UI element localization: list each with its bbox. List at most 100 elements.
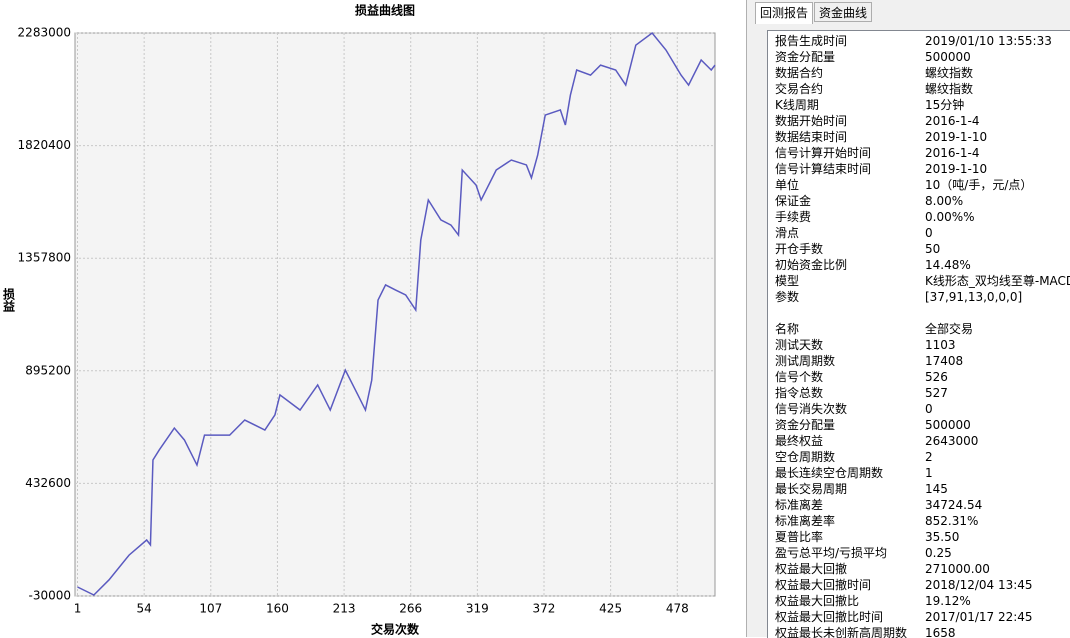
report-value: 1 [925, 466, 933, 480]
report-row: 权益最大回撤比 19.12% [775, 593, 1070, 609]
report-value: 0 [925, 402, 933, 416]
report-value: 34724.54 [925, 498, 983, 512]
report-value: 15分钟 [925, 98, 965, 112]
report-row: 权益最长未创新高周期数 1658 [775, 625, 1070, 638]
report-label: 滑点 [775, 226, 800, 240]
report-label: 数据结束时间 [775, 130, 848, 144]
x-tick-label: 54 [137, 602, 152, 616]
report-row: 名称 全部交易 [775, 321, 1070, 337]
report-label: 信号计算结束时间 [775, 162, 872, 176]
report-value: 500000 [925, 50, 971, 64]
report-label: 报告生成时间 [775, 34, 848, 48]
report-value: 527 [925, 386, 948, 400]
report-row: 信号消失次数 0 [775, 401, 1070, 417]
report-value: 10（吨/手，元/点） [925, 178, 1033, 192]
report-label: 资金分配量 [775, 50, 836, 64]
report-value: 2 [925, 450, 933, 464]
report-label: 初始资金比例 [775, 258, 848, 272]
report-label: 标准离差率 [775, 514, 836, 528]
x-tick-label: 213 [333, 602, 356, 616]
report-label: 指令总数 [775, 386, 824, 400]
report-value: 14.48% [925, 258, 971, 272]
report-list: 报告生成时间 2019/01/10 13:55:33 资金分配量 500000 数据合约… [767, 30, 1070, 638]
report-label: 权益最大回撤 [775, 562, 848, 576]
report-label: 名称 [775, 322, 800, 336]
report-row: 滑点 0 [775, 225, 1070, 241]
report-label: 手续费 [775, 210, 812, 224]
x-tick-label: 425 [599, 602, 622, 616]
report-label: 最终权益 [775, 434, 824, 448]
report-row: 夏普比率 35.50 [775, 529, 1070, 545]
report-value: 145 [925, 482, 948, 496]
report-value: 271000.00 [925, 562, 990, 576]
report-label: 信号个数 [775, 370, 824, 384]
report-label: 权益最大回撤比时间 [775, 610, 884, 624]
report-value: 50 [925, 242, 941, 256]
report-label: K线周期 [775, 98, 819, 112]
report-value: 8.00% [925, 194, 964, 208]
report-label: 模型 [775, 274, 800, 288]
report-value: 2016-1-4 [925, 114, 980, 128]
report-label: 权益最大回撤时间 [775, 578, 872, 592]
report-row: 参数 [37,91,13,0,0,0] [775, 289, 1070, 305]
report-value: K线形态_双均线至尊-MACD [925, 274, 1070, 288]
report-label: 测试周期数 [775, 354, 836, 368]
report-row: 最长交易周期 145 [775, 481, 1070, 497]
report-value: 2643000 [925, 434, 979, 448]
report-row: 最长连续空仓周期数 1 [775, 465, 1070, 481]
report-row: 开仓手数 50 [775, 241, 1070, 257]
y-tick-label: 895200 [25, 363, 71, 377]
report-row: 空仓周期数 2 [775, 449, 1070, 465]
report-value: 0.25 [925, 546, 952, 560]
y-tick-label: 432600 [25, 476, 71, 490]
x-tick-label: 1 [74, 602, 82, 616]
report-label: 标准离差 [775, 498, 824, 512]
tab[interactable]: 资金曲线 [814, 2, 873, 22]
report-label: 开仓手数 [775, 242, 824, 256]
report-row: 测试天数 1103 [775, 337, 1070, 353]
report-row: 保证金 8.00% [775, 193, 1070, 209]
x-tick-label: 319 [466, 602, 489, 616]
x-tick-label: 107 [199, 602, 222, 616]
report-row: 手续费 0.00%% [775, 209, 1070, 225]
x-tick-label: 372 [533, 602, 556, 616]
report-label: 最长连续空仓周期数 [775, 466, 884, 480]
report-row: K线周期 15分钟 [775, 97, 1070, 113]
report-row: 标准离差率 852.31% [775, 513, 1070, 529]
plot-area [74, 32, 716, 597]
report-label: 信号消失次数 [775, 402, 848, 416]
report-row: 报告生成时间 2019/01/10 13:55:33 [775, 33, 1070, 49]
report-value: 19.12% [925, 594, 971, 608]
report-value: [37,91,13,0,0,0] [925, 290, 1023, 304]
report-row: 初始资金比例 14.48% [775, 257, 1070, 273]
chart: 损益曲线图 交易次数 损益 -30000 432600 895200 1357800 1… [2, 3, 716, 637]
report-value: 2016-1-4 [925, 146, 980, 160]
report-label: 最长交易周期 [775, 482, 848, 496]
report-value: 2019-1-10 [925, 162, 988, 176]
report-value: 2019/01/10 13:55:33 [925, 34, 1052, 48]
y-tick-label: 2283000 [18, 26, 71, 40]
report-label: 交易合约 [775, 82, 824, 96]
report-row: 资金分配量 500000 [775, 49, 1070, 65]
report-row: 权益最大回撤比时间 2017/01/17 22:45 [775, 609, 1070, 625]
report-row: 交易合约 螺纹指数 [775, 81, 1070, 97]
report-row: 单位 10（吨/手，元/点） [775, 177, 1070, 193]
report-value: 852.31% [925, 514, 979, 528]
report-row: 模型 K线形态_双均线至尊-MACD [775, 273, 1070, 289]
report-value: 0 [925, 226, 933, 240]
report-label: 数据开始时间 [775, 114, 848, 128]
report-value: 全部交易 [925, 322, 974, 336]
report-value: 500000 [925, 418, 971, 432]
report-label: 权益最长未创新高周期数 [775, 626, 908, 638]
report-row: 标准离差 34724.54 [775, 497, 1070, 513]
y-tick-label: -30000 [28, 589, 71, 603]
report-value: 螺纹指数 [925, 82, 974, 96]
report-label: 盈亏总平均/亏损平均 [775, 546, 888, 560]
tab[interactable]: 回测报告 [755, 2, 814, 24]
report-row: 数据结束时间 2019-1-10 [775, 129, 1070, 145]
y-tick-label: 1820400 [18, 138, 71, 152]
report-label: 空仓周期数 [775, 450, 836, 464]
report-value: 17408 [925, 354, 964, 368]
report-value: 1103 [925, 338, 956, 352]
